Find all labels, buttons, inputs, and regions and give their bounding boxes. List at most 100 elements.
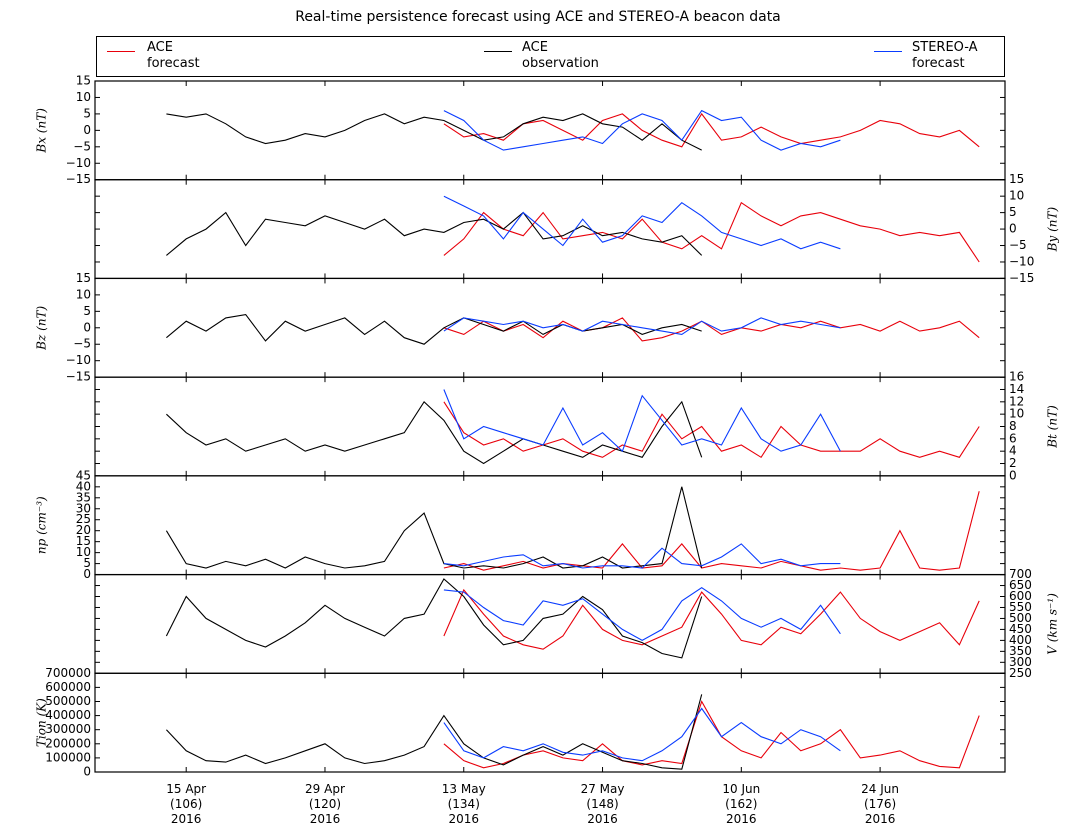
series-line [443, 707, 841, 762]
y-tick-label: 400000 [45, 708, 91, 722]
y-tick-label: 0 [1009, 222, 1017, 236]
series-line [443, 491, 980, 571]
y-tick-label: 10 [76, 545, 91, 559]
y-tick-label: 5 [83, 304, 91, 318]
y-tick-label: 500 [1009, 611, 1032, 625]
x-tick-label: 27 May (148) 2016 [580, 782, 625, 826]
series-line [443, 317, 841, 335]
y-tick-label: 15 [76, 534, 91, 548]
y-tick-label: 16 [1009, 370, 1024, 384]
y-tick-label: 5 [1009, 205, 1017, 219]
y-tick-label: 2 [1009, 456, 1017, 470]
y-tick-label: 700 [1009, 567, 1032, 581]
y-tick-label: −10 [1009, 254, 1034, 268]
y-tick-label: 650 [1009, 578, 1032, 592]
y-tick-label: 600000 [45, 680, 91, 694]
series-line [165, 578, 703, 659]
y-axis-label: Tion (K) [35, 698, 49, 747]
legend-label: ACE forecast [147, 40, 200, 71]
panel-frame [94, 80, 1006, 181]
y-tick-label: 15 [76, 271, 91, 285]
series-line [443, 112, 980, 148]
series-line [443, 109, 841, 151]
y-tick-label: 10 [76, 90, 91, 104]
y-tick-label: 14 [1009, 382, 1024, 396]
x-tick-label: 29 Apr (120) 2016 [305, 782, 345, 826]
series-line [165, 486, 703, 569]
y-tick-label: 550 [1009, 600, 1032, 614]
y-tick-label: 400 [1009, 633, 1032, 647]
series-line [165, 694, 703, 770]
series-line [166, 400, 703, 465]
y-tick-label: 6 [1009, 431, 1017, 445]
y-tick-label: 100000 [45, 750, 91, 764]
y-tick-label: 200000 [45, 736, 91, 750]
panel-frame [94, 672, 1006, 773]
y-tick-label: −5 [73, 139, 91, 153]
series-line [166, 113, 702, 151]
y-tick-label: 10 [1009, 189, 1024, 203]
legend-swatch [874, 51, 902, 52]
y-tick-label: 40 [76, 479, 91, 493]
y-tick-label: 600 [1009, 589, 1032, 603]
y-axis-label: Bx (nT) [35, 108, 49, 154]
legend-swatch [484, 51, 512, 52]
series-line [166, 211, 703, 256]
y-tick-label: 5 [83, 556, 91, 570]
series-line [443, 700, 980, 769]
y-tick-label: 300 [1009, 655, 1032, 669]
legend: ACE forecast ACE observation STEREO-A fore… [96, 36, 1005, 77]
y-tick-label: 250 [1009, 666, 1032, 680]
y-tick-label: 700000 [45, 666, 91, 680]
y-tick-label: −15 [1009, 271, 1034, 285]
y-tick-label: −15 [66, 172, 91, 186]
y-tick-label: 15 [1009, 172, 1024, 186]
y-tick-label: 25 [76, 512, 91, 526]
x-tick-label: 24 Jun (176) 2016 [861, 782, 900, 826]
y-axis-label: np (cm⁻³) [35, 496, 49, 554]
y-tick-label: 10 [76, 287, 91, 301]
y-tick-label: 45 [76, 468, 91, 482]
y-tick-label: 15 [76, 74, 91, 88]
series-line [443, 389, 841, 453]
series-line [443, 317, 980, 342]
y-tick-label: 350 [1009, 644, 1032, 658]
y-tick-label: 500000 [45, 694, 91, 708]
y-tick-label: 0 [83, 320, 91, 334]
y-axis-label: By (nT) [1046, 207, 1060, 253]
series-line [166, 314, 702, 345]
y-tick-label: 450 [1009, 622, 1032, 636]
panel-frame [94, 475, 1006, 576]
y-tick-label: −10 [66, 156, 91, 170]
legend-swatch [107, 51, 135, 52]
x-tick-label: 10 Jun (162) 2016 [722, 782, 761, 826]
series-line [443, 201, 980, 263]
y-tick-label: 20 [76, 523, 91, 537]
legend-label: ACE observation [522, 40, 599, 71]
x-tick-label: 15 Apr (106) 2016 [166, 782, 207, 826]
chart-title: Real-time persistence forecast using ACE… [295, 9, 781, 25]
panel-frame [94, 179, 1006, 280]
y-tick-label: 0 [1009, 468, 1017, 482]
y-tick-label: 0 [83, 765, 91, 779]
y-tick-label: 12 [1009, 394, 1024, 408]
panel-frame [94, 376, 1006, 477]
series-line [443, 587, 841, 642]
y-tick-label: 10 [1009, 407, 1024, 421]
y-tick-label: −5 [1009, 238, 1027, 252]
y-tick-label: 35 [76, 490, 91, 504]
series-line [443, 401, 980, 459]
y-tick-label: 30 [76, 501, 91, 515]
y-tick-label: −10 [66, 353, 91, 367]
y-tick-label: 5 [83, 106, 91, 120]
y-tick-label: −5 [73, 337, 91, 351]
series-line [443, 543, 841, 569]
y-tick-label: 300000 [45, 722, 91, 736]
y-tick-label: 0 [83, 567, 91, 581]
y-tick-label: 0 [83, 123, 91, 137]
series-line [443, 588, 980, 650]
y-axis-label: Bz (nT) [35, 305, 49, 350]
y-axis-label: V (km s⁻¹) [1046, 593, 1060, 655]
y-tick-label: 8 [1009, 419, 1017, 433]
